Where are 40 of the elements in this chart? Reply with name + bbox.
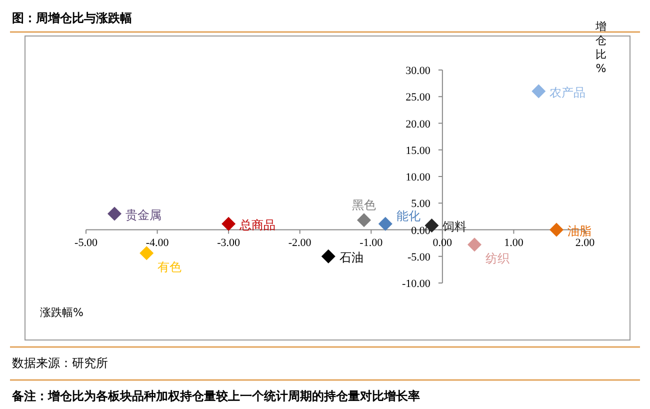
y-tick-label: 5.00 [411,198,431,210]
chart-title: 图：周增仓比与涨跌幅 [12,11,132,25]
series-label: 油脂 [567,224,592,238]
point [532,84,546,98]
x-tick-label: -4.00 [146,236,170,249]
series-label: 能化 [396,208,420,223]
series-label: 石油 [339,250,364,264]
y-tick-label: 20.00 [406,118,431,130]
point [468,238,482,252]
series-label: 饲料 [442,219,467,234]
series-label: 农产品 [550,85,586,100]
point [357,213,372,228]
series-label: 总商品 [238,218,276,232]
x-axis-title: 涨跌幅% [40,306,84,319]
x-tick-label: 2.00 [575,236,596,249]
y-tick-label: 25.00 [406,92,431,104]
series-label: 有色 [158,260,182,274]
point [108,206,122,221]
source-note: 数据来源：研究所 [12,356,108,370]
y-tick-label: 30.00 [406,65,431,77]
x-tick-label: 0.00 [432,236,453,249]
x-tick-label: 1.00 [504,236,524,249]
x-tick-label: -1.00 [360,236,384,249]
x-tick-label: -5.00 [74,236,98,249]
y-tick-label: 15.00 [406,144,431,157]
y-axis-title: 增仓比% [594,20,606,75]
y-tick-label: -10.00 [402,278,431,290]
y-tick-label: -5.00 [408,251,431,264]
series-label: 纺织 [486,252,510,266]
point [549,222,564,237]
series-label: 黑色 [352,198,376,212]
text: 备注：增仓比为各板块品种加权持仓量较上一个统计周期的持仓量对比增长率 [11,389,420,403]
point [321,249,336,264]
y-tick-label: 10.00 [406,172,431,184]
x-tick-label: -2.00 [288,236,312,249]
series-label: 贵金属 [126,208,162,222]
point [140,246,154,260]
point [222,216,236,231]
point [378,216,392,231]
x-tick-label: -3.00 [217,236,241,249]
